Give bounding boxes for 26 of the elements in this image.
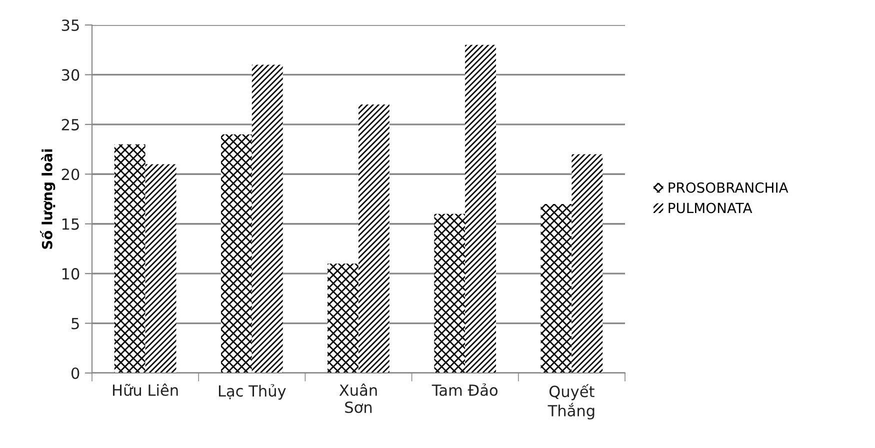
y-tick-label: 10 [62,268,80,280]
legend-label: PROSOBRANCHIA [668,182,788,193]
bar [328,264,358,373]
bar [252,64,283,373]
x-tick-label: Tam Đảo [432,383,498,396]
bar [465,44,496,373]
x-tick-label: Lạc Thủy [218,384,286,400]
x-tick-label: Quyết Thắng [548,384,594,420]
y-axis-title: Số lượng loài [40,149,56,249]
legend-label: PULMONATA [668,202,752,214]
bar [114,144,146,373]
bar [540,204,572,373]
bar [434,214,466,373]
y-tick-label: 0 [71,367,80,380]
y-tick-label: 15 [62,218,79,230]
y-tick-label: 20 [62,168,80,180]
y-tick-label: 5 [72,318,79,330]
x-tick-label: Hữu Liên [113,384,178,396]
bar [220,134,252,373]
x-tick-label: Xuân Sơn [339,384,377,414]
bar [358,104,390,373]
bar [572,154,603,373]
y-tick-label: 30 [62,69,80,81]
y-tick-label: 35 [62,19,79,32]
bar [145,164,176,373]
y-tick-label: 25 [62,118,79,130]
